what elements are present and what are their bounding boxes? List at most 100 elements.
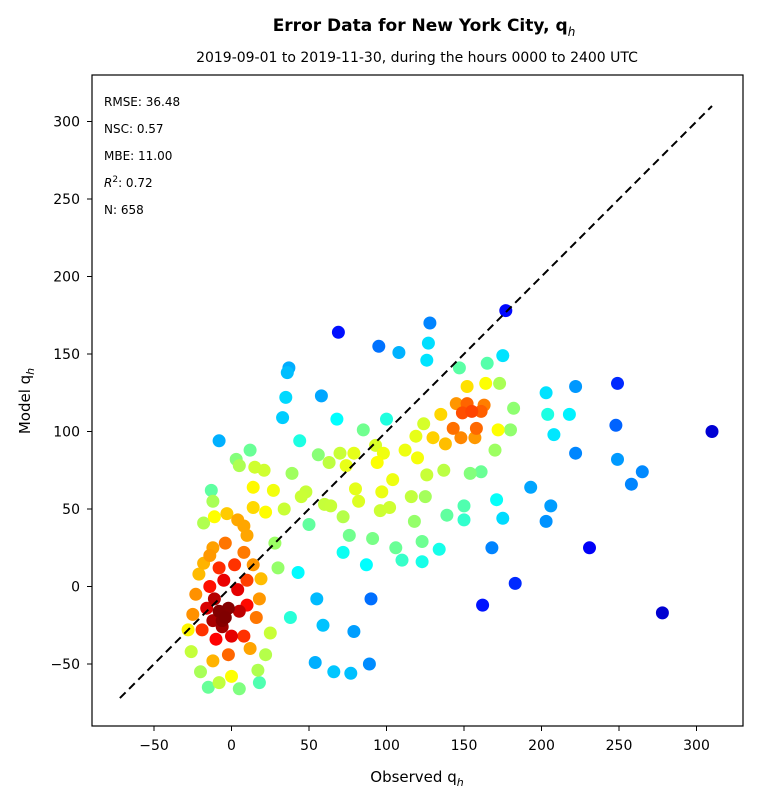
data-point [194, 665, 207, 679]
data-point [189, 587, 203, 601]
y-tick-label: 50 [62, 502, 80, 518]
data-point [452, 361, 466, 375]
data-point [203, 549, 217, 562]
data-point [375, 485, 389, 499]
data-point [392, 346, 406, 359]
data-point [508, 576, 522, 590]
data-point [294, 490, 308, 504]
data-point [421, 336, 435, 350]
data-point [469, 421, 483, 435]
data-point [232, 682, 246, 696]
data-point [418, 490, 432, 504]
data-point [271, 561, 285, 575]
data-point [285, 466, 299, 480]
stat-rmse: RMSE: 36.48 [104, 95, 180, 109]
data-point [207, 592, 221, 606]
data-point [280, 366, 294, 380]
data-point [476, 598, 490, 612]
data-point [206, 614, 220, 628]
data-point [277, 502, 291, 516]
data-point [197, 516, 211, 530]
data-point [243, 443, 257, 457]
data-point [347, 446, 361, 460]
y-tick-label: 100 [53, 425, 80, 441]
data-point [547, 428, 561, 442]
data-point [200, 601, 214, 615]
data-point [311, 448, 325, 462]
y-tick-label: 0 [71, 580, 80, 596]
data-point [251, 663, 265, 677]
x-axis-label: Observed qh [370, 768, 463, 789]
data-point [331, 325, 345, 339]
data-point [237, 629, 251, 643]
y-tick-label: −50 [50, 657, 80, 673]
data-point [252, 592, 266, 606]
data-point [291, 566, 305, 579]
data-point [212, 434, 226, 448]
data-point [569, 380, 583, 393]
data-point [423, 316, 437, 330]
data-point [539, 386, 553, 400]
chart-subtitle: 2019-09-01 to 2019-11-30, during the hou… [196, 50, 638, 66]
data-point [409, 429, 423, 443]
data-point [611, 376, 624, 390]
stat-r: R2: 0.72 [104, 175, 153, 190]
data-point [204, 483, 218, 497]
data-point [352, 494, 366, 508]
x-tick-label: −50 [139, 738, 169, 754]
data-point [252, 676, 266, 690]
data-point [490, 493, 504, 507]
x-tick-label: 150 [451, 738, 478, 754]
data-point [474, 404, 488, 418]
data-point [310, 592, 324, 606]
data-point [488, 443, 502, 457]
data-point [583, 541, 596, 555]
data-point [347, 625, 361, 638]
data-point [254, 572, 268, 586]
x-tick-label: 300 [683, 738, 710, 754]
data-point [232, 604, 246, 618]
data-point [389, 541, 403, 555]
data-point [249, 611, 263, 624]
data-point [237, 519, 251, 533]
data-point [243, 642, 257, 655]
data-point [203, 580, 217, 593]
data-point [339, 459, 353, 473]
data-point [420, 468, 434, 482]
data-point [491, 423, 505, 437]
data-point [457, 499, 471, 513]
x-tick-label: 0 [227, 738, 236, 754]
data-point [212, 561, 226, 575]
stat-mbe: MBE: 11.00 [104, 149, 172, 163]
data-point [655, 606, 669, 620]
data-point [370, 456, 384, 469]
data-point [705, 425, 719, 438]
data-point [195, 623, 209, 637]
stats-box: RMSE: 36.48 NSC: 0.57 MBE: 11.00 R2: 0.72 N:… [104, 95, 180, 217]
data-point [186, 607, 200, 621]
data-point [404, 490, 418, 504]
data-point [266, 483, 280, 497]
data-point [415, 555, 429, 569]
data-point [333, 446, 347, 460]
data-point [362, 657, 376, 671]
data-point [438, 437, 452, 451]
data-point [449, 397, 463, 411]
y-tick-label: 250 [53, 192, 80, 208]
points-layer [181, 304, 719, 696]
data-point [609, 418, 623, 432]
chart-title: Error Data for New York City, qh [273, 16, 576, 39]
data-point [417, 417, 431, 431]
data-point [485, 541, 499, 555]
data-point [327, 665, 341, 679]
y-tick-label: 150 [53, 347, 80, 363]
y-axis-label: Model qh [16, 368, 37, 434]
data-point [465, 404, 479, 418]
data-point [493, 376, 507, 390]
data-point [221, 648, 235, 662]
data-point [420, 353, 434, 367]
data-point [376, 446, 390, 460]
data-point [259, 505, 273, 519]
stat-n: N: 658 [104, 203, 144, 217]
